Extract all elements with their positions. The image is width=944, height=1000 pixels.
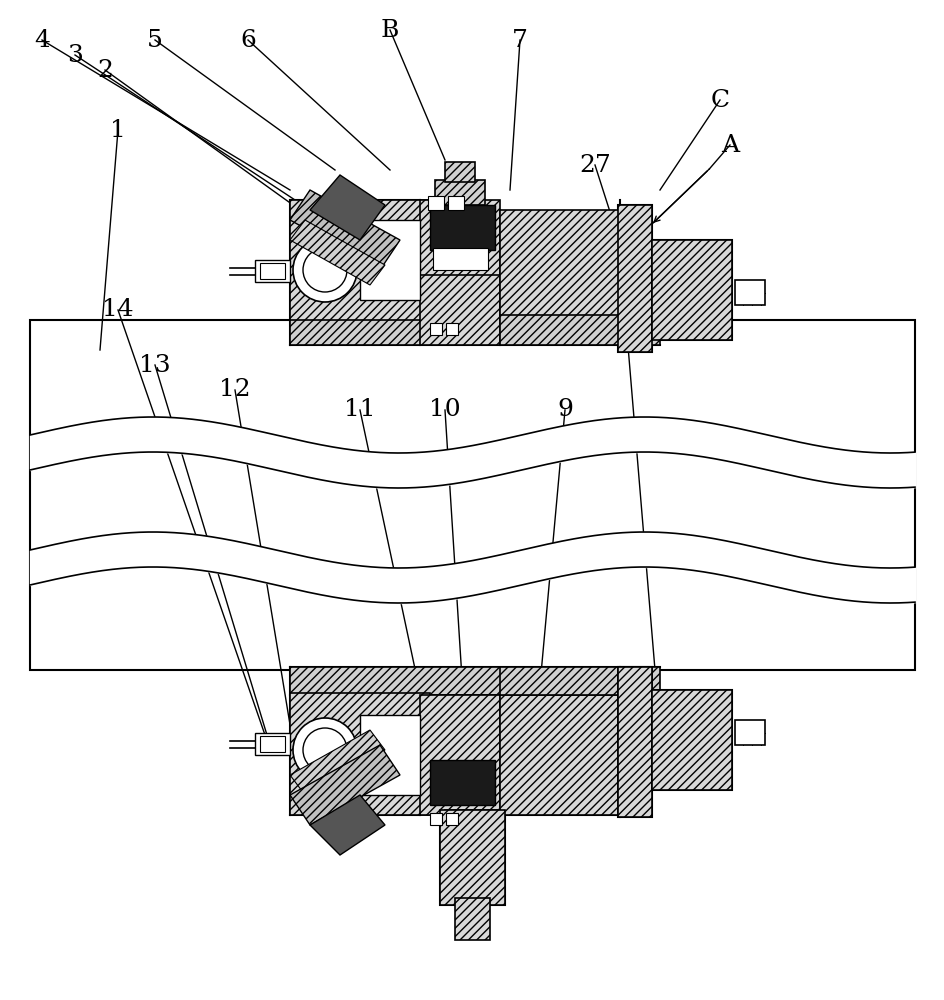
- Bar: [617, 667, 651, 817]
- Bar: [651, 690, 732, 790]
- Bar: [499, 667, 619, 695]
- Text: 5: 5: [147, 29, 162, 52]
- Bar: [290, 200, 430, 320]
- Polygon shape: [290, 730, 384, 795]
- Polygon shape: [430, 205, 495, 250]
- Text: 27: 27: [579, 154, 610, 177]
- Bar: [651, 240, 732, 340]
- Bar: [255, 260, 290, 282]
- Bar: [446, 323, 458, 335]
- Bar: [290, 693, 430, 815]
- Bar: [434, 180, 484, 205]
- Bar: [499, 210, 619, 320]
- Bar: [419, 200, 499, 280]
- Bar: [419, 695, 499, 815]
- Bar: [419, 275, 499, 345]
- Bar: [446, 813, 458, 825]
- Bar: [734, 720, 765, 745]
- Text: C: C: [710, 89, 729, 112]
- Text: 10: 10: [429, 398, 461, 422]
- Text: 13: 13: [139, 354, 171, 376]
- Text: 2: 2: [97, 59, 113, 82]
- Text: 6: 6: [240, 29, 256, 52]
- Bar: [440, 810, 504, 905]
- Circle shape: [293, 718, 357, 782]
- Text: 11: 11: [344, 398, 376, 422]
- Bar: [360, 715, 419, 795]
- Bar: [440, 810, 504, 905]
- Bar: [651, 690, 732, 790]
- Bar: [30, 320, 914, 670]
- Bar: [499, 315, 619, 345]
- Text: 14: 14: [102, 298, 134, 322]
- Bar: [445, 162, 475, 182]
- Bar: [430, 323, 442, 335]
- Polygon shape: [430, 760, 495, 805]
- Bar: [499, 695, 619, 815]
- Bar: [617, 667, 651, 817]
- Bar: [445, 810, 499, 900]
- Bar: [617, 205, 651, 352]
- Text: 9: 9: [556, 398, 572, 422]
- Bar: [651, 690, 732, 790]
- Polygon shape: [310, 175, 384, 240]
- Polygon shape: [310, 795, 384, 855]
- Text: 8: 8: [616, 298, 632, 322]
- Bar: [290, 315, 659, 345]
- Circle shape: [303, 248, 346, 292]
- Bar: [454, 898, 490, 940]
- Circle shape: [293, 238, 357, 302]
- Bar: [255, 733, 290, 755]
- Polygon shape: [290, 220, 384, 285]
- Polygon shape: [290, 745, 399, 825]
- Bar: [432, 248, 487, 270]
- Bar: [651, 240, 732, 340]
- Bar: [617, 205, 651, 352]
- Text: 4: 4: [34, 29, 50, 52]
- Bar: [428, 196, 444, 210]
- Circle shape: [303, 728, 346, 772]
- Text: B: B: [380, 19, 398, 42]
- Bar: [651, 240, 732, 320]
- Text: 3: 3: [67, 44, 83, 67]
- Text: 7: 7: [512, 29, 528, 52]
- Bar: [290, 667, 659, 695]
- Bar: [734, 280, 765, 305]
- Bar: [617, 667, 651, 817]
- Polygon shape: [290, 190, 399, 270]
- Bar: [430, 813, 442, 825]
- Text: 1: 1: [110, 119, 126, 142]
- Bar: [360, 220, 419, 300]
- Bar: [260, 736, 285, 752]
- Text: 12: 12: [219, 378, 250, 401]
- Bar: [619, 205, 649, 345]
- Bar: [447, 196, 464, 210]
- Text: A: A: [720, 134, 738, 157]
- Bar: [260, 263, 285, 279]
